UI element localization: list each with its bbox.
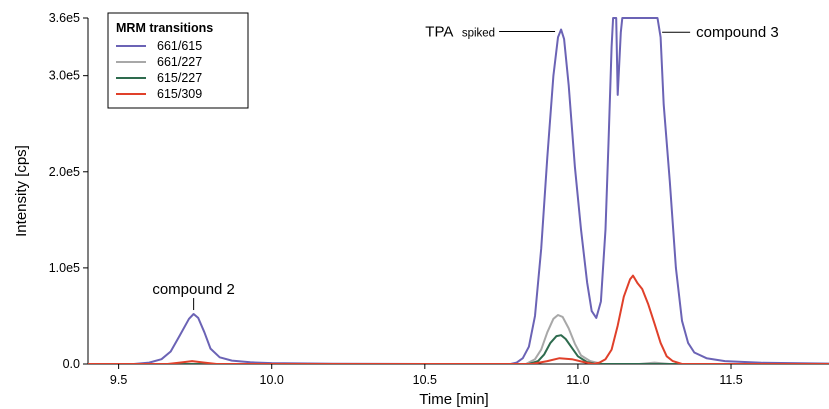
tpa-annotation-label: TPA [425, 24, 453, 41]
legend: MRM transitions 661/615 661/227 615/227 615… [107, 12, 249, 109]
annotations: compound 2 TPA spiked compound 3 [152, 24, 779, 311]
x-tick-label: 10.5 [413, 373, 437, 387]
y-axis-title: Intensity [cps] [13, 145, 30, 237]
x-ticks: 9.5 10.0 10.5 11.0 11.5 [110, 364, 743, 387]
series-line-615-309 [88, 274, 829, 364]
y-tick-label: 2.0e5 [49, 165, 80, 179]
x-tick-label: 10.0 [260, 373, 284, 387]
compound-2-annotation: compound 2 [152, 281, 235, 298]
series-layer [88, 17, 829, 364]
legend-title: MRM transitions [116, 21, 213, 35]
legend-label: 661/227 [157, 55, 202, 69]
tpa-annotation: TPA spiked [425, 24, 495, 41]
legend-label: 615/309 [157, 87, 202, 101]
y-tick-label: 3.6e5 [49, 11, 80, 25]
x-tick-label: 9.5 [110, 373, 127, 387]
y-tick-label: 3.0e5 [49, 69, 80, 83]
y-ticks: 0.0 1.0e5 2.0e5 3.0e5 3.6e5 [49, 11, 88, 371]
compound-3-annotation: compound 3 [696, 24, 779, 41]
tpa-annotation-subtext: spiked [462, 28, 495, 40]
series-line-661-615 [88, 17, 829, 364]
y-tick-label: 1.0e5 [49, 261, 80, 275]
x-tick-label: 11.0 [566, 373, 589, 387]
x-axis-title: Time [min] [419, 391, 488, 408]
legend-label: 661/615 [157, 39, 202, 53]
y-tick-label: 0.0 [63, 357, 80, 371]
legend-box [107, 12, 249, 109]
x-tick-label: 11.5 [719, 373, 742, 387]
legend-label: 615/227 [157, 71, 202, 85]
